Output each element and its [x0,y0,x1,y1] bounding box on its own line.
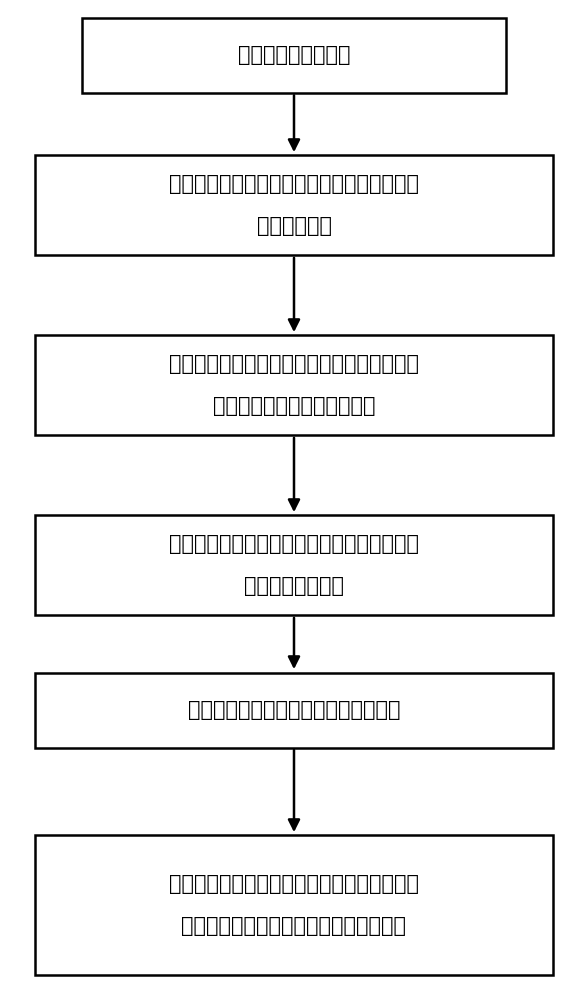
FancyBboxPatch shape [35,155,553,255]
Text: 透镜准直后照射到色散光栅上: 透镜准直后照射到色散光栅上 [213,396,375,416]
Text: 收集拉曼散射光，使之通过入射狭缝，经准直: 收集拉曼散射光，使之通过入射狭缝，经准直 [169,354,419,374]
Text: 色散光栅将复色光分解为不同波长的单色光，: 色散光栅将复色光分解为不同波长的单色光， [169,534,419,554]
FancyBboxPatch shape [35,515,553,615]
Text: 过预处理，从而得到待测样品的拉曼光谱: 过预处理，从而得到待测样品的拉曼光谱 [182,916,406,936]
Text: 处理该电信号得到不同波长光的光谱信息，通: 处理该电信号得到不同波长光的光谱信息，通 [169,874,419,894]
Text: 会聚至检测装置上: 会聚至检测装置上 [244,576,344,596]
FancyBboxPatch shape [35,835,553,975]
Text: 的拉曼散射光: 的拉曼散射光 [256,216,332,236]
Text: 激光束照射在待测样品上，激发出该待测样品: 激光束照射在待测样品上，激发出该待测样品 [169,174,419,194]
FancyBboxPatch shape [82,18,506,93]
FancyBboxPatch shape [35,672,553,748]
Text: 检测装置将接收到的光信号转为电信号: 检测装置将接收到的光信号转为电信号 [188,700,400,720]
FancyBboxPatch shape [35,335,553,435]
Text: 通过光源产生激光束: 通过光源产生激光束 [238,45,350,65]
